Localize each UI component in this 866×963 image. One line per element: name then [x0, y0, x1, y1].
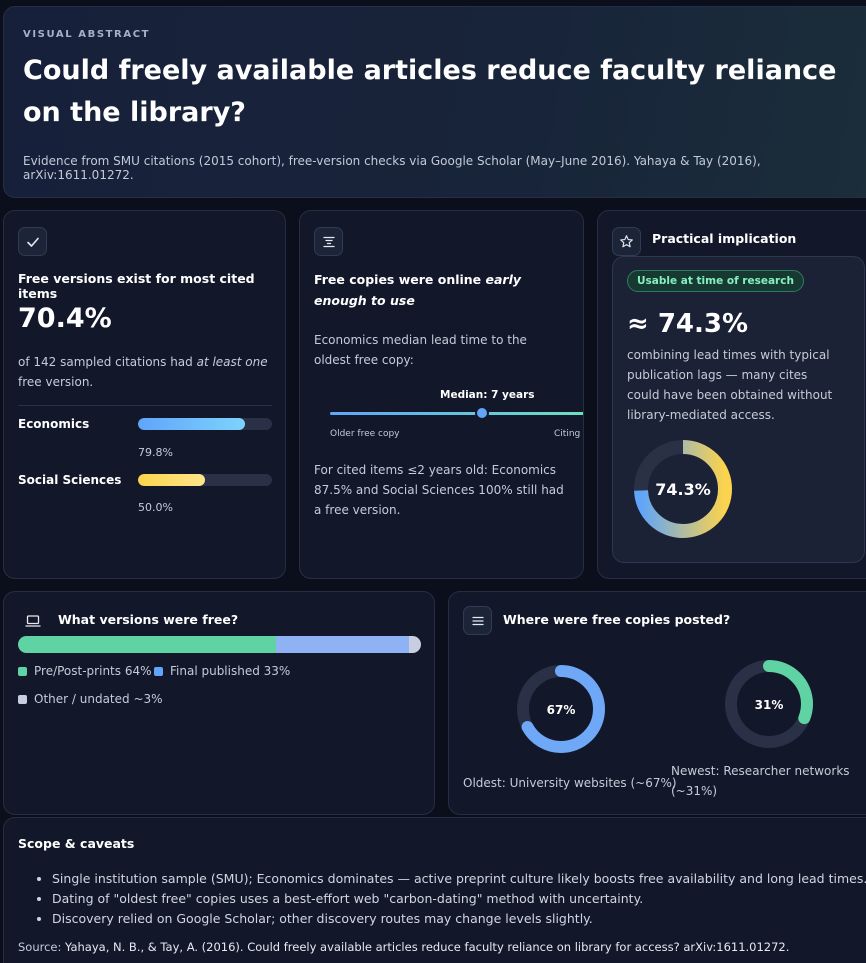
caveat-item: Dating of "oldest free" copies uses a be…: [52, 889, 866, 909]
card-where-posted: Where were free copies posted? 67% Oldes…: [448, 591, 866, 815]
card-title: Free copies were online early enough to …: [314, 269, 576, 311]
legend-swatch: [18, 667, 27, 676]
card-title: Where were free copies posted?: [503, 612, 731, 627]
menu-icon: [463, 606, 492, 635]
card-practical-implication: Practical implication Usable at time of …: [597, 210, 866, 579]
timeline-track: [330, 412, 583, 415]
bar-fill-social-sciences: [138, 474, 205, 486]
hero-banner: VISUAL ABSTRACT Could freely available a…: [3, 6, 866, 198]
versions-stacked-bar: [18, 636, 421, 653]
source-label: Source:: [18, 940, 62, 954]
laptop-icon: [18, 606, 47, 635]
timing-description: Economics median lead time to the oldest…: [314, 333, 527, 367]
bar-label-economics: Economics: [18, 417, 90, 431]
divider: [18, 405, 272, 406]
highlight-panel: Usable at time of research ≈ 74.3% combi…: [612, 256, 865, 563]
card-title: What versions were free?: [58, 612, 239, 627]
desc-text: of 142 sampled citations had: [18, 355, 197, 369]
stat-description: of 142 sampled citations had at least on…: [18, 352, 273, 392]
card-early-enough: Free copies were online early enough to …: [299, 210, 584, 579]
bar-label-social-sciences: Social Sciences: [18, 473, 122, 487]
ring-arc: [517, 665, 605, 753]
timeline-right-label: Citing article: [554, 429, 583, 439]
legend-label: Pre/Post-prints 64%: [34, 664, 152, 678]
impl-stat: ≈ 74.3%: [627, 309, 749, 339]
stacked-segment: [408, 636, 421, 653]
page-subtitle: Evidence from SMU citations (2015 cohort…: [23, 154, 761, 182]
card-title: Free versions exist for most cited items: [18, 271, 255, 301]
caveats-list: Single institution sample (SMU); Economi…: [52, 869, 866, 929]
impl-description: combining lead times with typical public…: [627, 348, 833, 422]
title-text: Free copies were online: [314, 272, 486, 287]
check-icon: [18, 227, 47, 256]
donut-arc: [634, 440, 732, 538]
card-title: Practical implication: [652, 231, 797, 246]
stacked-segment: [18, 636, 276, 653]
bar-value-social-sciences: 50.0%: [138, 501, 173, 514]
timing-note: For cited items ≤2 years old: Economics …: [314, 463, 564, 517]
ring-researcher-networks: 31%: [725, 660, 813, 748]
ring-arc: [725, 660, 813, 748]
desc-text-end: free version.: [18, 375, 94, 389]
ring-label: 67%: [547, 703, 576, 717]
desc-emphasis: at least one: [196, 355, 268, 369]
stacked-segment: [275, 636, 409, 653]
card-free-versions-exist: Free versions exist for most cited items…: [3, 210, 286, 579]
bar-value-economics: 79.8%: [138, 446, 173, 459]
title-emphasis: early enough to use: [314, 272, 522, 308]
legend-swatch: [154, 667, 163, 676]
median-label: Median: 7 years: [440, 389, 535, 401]
caveat-item: Single institution sample (SMU); Economi…: [52, 869, 866, 889]
card-scope-caveats: Scope & caveats Single institution sampl…: [3, 817, 866, 963]
bar-fill-economics: [138, 418, 245, 430]
filter-icon: [314, 227, 343, 256]
bar-track-social-sciences: [138, 474, 272, 486]
ring-label: 31%: [755, 698, 784, 712]
legend-item-final: Final published 33%: [154, 664, 290, 678]
page-title: Could freely available articles reduce f…: [23, 55, 837, 128]
star-icon: [612, 227, 641, 256]
legend-swatch: [18, 695, 27, 704]
legend-item-preprints: Pre/Post-prints 64%: [18, 664, 152, 678]
eyebrow-label: VISUAL ABSTRACT: [23, 29, 151, 40]
stat-value: 70.4%: [18, 303, 112, 334]
caveat-item: Discovery relied on Google Scholar; othe…: [52, 909, 866, 929]
ring-caption-researcher: Newest: Researcher networks (~31%): [671, 764, 850, 798]
impl-donut: 74.3%: [634, 440, 732, 538]
timeline-left-label: Older free copy: [330, 429, 400, 439]
ring-university-websites: 67%: [517, 665, 605, 753]
bar-track-economics: [138, 418, 272, 430]
donut-label: 74.3%: [655, 480, 711, 499]
legend-item-other: Other / undated ~3%: [18, 692, 163, 706]
card-versions-free: What versions were free? Pre/Post-prints…: [3, 591, 435, 815]
card-title: Scope & caveats: [18, 836, 135, 851]
timeline-median-marker: [475, 406, 489, 420]
source-line: Source: Yahaya, N. B., & Tay, A. (2016).…: [18, 940, 789, 954]
source-citation-link[interactable]: Yahaya, N. B., & Tay, A. (2016). Could f…: [65, 940, 790, 954]
status-badge: Usable at time of research: [627, 270, 804, 292]
ring-caption-university: Oldest: University websites (~67%): [463, 776, 677, 790]
legend-label: Final published 33%: [170, 664, 291, 678]
legend-label: Other / undated ~3%: [34, 692, 163, 706]
